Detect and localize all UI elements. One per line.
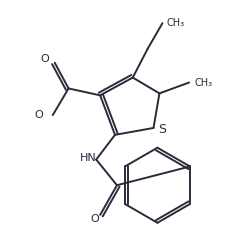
Text: O: O: [91, 214, 100, 224]
Text: HN: HN: [80, 153, 97, 163]
Text: O: O: [40, 54, 49, 64]
Text: CH₃: CH₃: [166, 18, 185, 28]
Text: O: O: [35, 110, 43, 120]
Text: S: S: [158, 124, 166, 136]
Text: CH₃: CH₃: [195, 78, 213, 88]
